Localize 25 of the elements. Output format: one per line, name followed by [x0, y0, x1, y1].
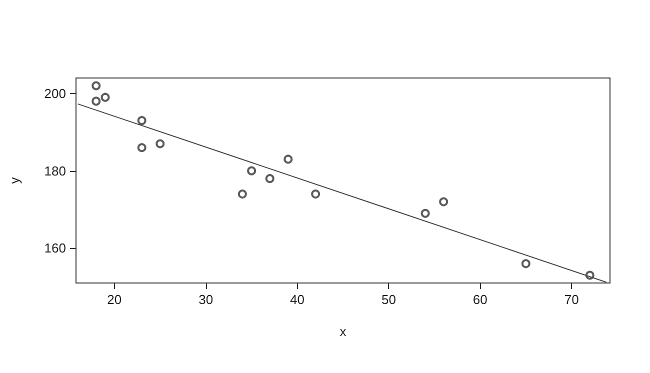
- y-axis-title: y: [7, 176, 22, 184]
- point: [100, 92, 110, 102]
- y-tick-label: 160: [44, 240, 66, 256]
- point: [420, 208, 430, 218]
- point: [284, 154, 293, 164]
- point: [439, 197, 448, 206]
- x-tick-label: 40: [290, 292, 305, 307]
- point: [247, 166, 256, 176]
- point: [521, 259, 530, 268]
- x-axis-title: x: [340, 324, 347, 339]
- x-tick-label: 50: [381, 292, 396, 307]
- y-tick-label: 180: [44, 163, 66, 178]
- point: [92, 81, 101, 90]
- x-tick-label: 60: [472, 292, 488, 307]
- point: [137, 143, 146, 152]
- point: [92, 96, 101, 106]
- point: [137, 116, 146, 126]
- point: [156, 139, 165, 148]
- point: [265, 174, 274, 184]
- x-tick-label: 70: [564, 292, 579, 307]
- x-tick-label: 20: [107, 292, 122, 307]
- x-tick-label: 30: [198, 292, 214, 307]
- point: [311, 190, 320, 199]
- y-tick-label: 200: [44, 86, 66, 101]
- point: [238, 190, 247, 199]
